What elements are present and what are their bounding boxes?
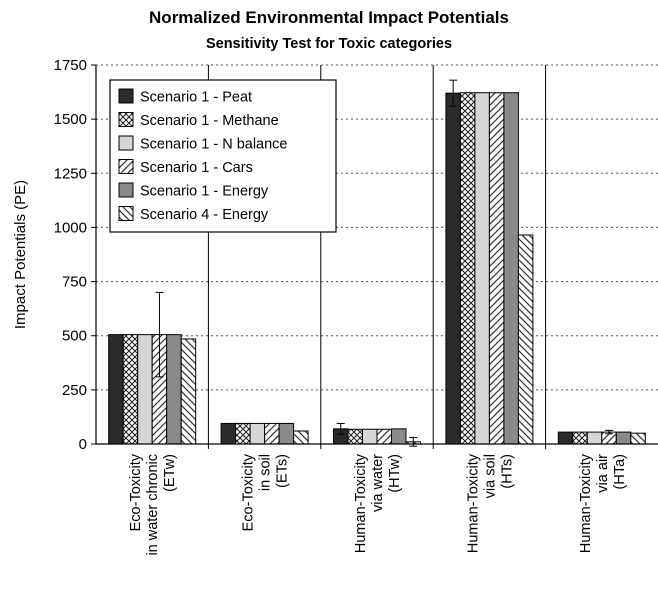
bar — [166, 334, 182, 445]
bar — [445, 92, 461, 445]
category-label: (ETw) — [162, 454, 178, 492]
bar — [137, 334, 153, 445]
y-tick-label: 1000 — [54, 219, 87, 236]
y-tick-label: 500 — [62, 328, 87, 345]
bar — [459, 92, 476, 445]
legend-label: Scenario 1 - Energy — [140, 184, 269, 200]
legend-swatch — [118, 112, 134, 127]
y-tick-label: 250 — [62, 382, 87, 399]
category-label: via air — [595, 454, 611, 493]
bar — [122, 334, 139, 445]
y-tick-label: 750 — [62, 274, 87, 291]
category-label: (HTw) — [387, 454, 403, 493]
bar — [488, 92, 505, 445]
legend-swatch — [118, 206, 134, 221]
bar — [347, 428, 363, 445]
category-label: (ETs) — [275, 454, 291, 488]
bar — [108, 334, 124, 445]
bar — [572, 431, 588, 445]
legend-label: Scenario 1 - Methane — [140, 113, 279, 129]
bar — [517, 234, 534, 445]
legend-swatch — [118, 159, 134, 174]
category-label: Eco-Toxicity — [241, 453, 257, 531]
category-label: via water — [370, 454, 386, 512]
category-label: (HTa) — [612, 454, 628, 489]
y-tick-label: 1250 — [54, 165, 87, 182]
category-label: in soil — [258, 454, 274, 491]
chart-title: Normalized Environmental Impact Potentia… — [149, 8, 509, 27]
category-label: (HTs) — [499, 454, 515, 489]
category-label: Eco-Toxicity — [128, 453, 144, 531]
legend-swatch — [118, 135, 134, 151]
legend-swatch — [118, 182, 134, 198]
category-label: Human-Toxicity — [353, 453, 369, 553]
bar — [557, 431, 574, 445]
legend-label: Scenario 1 - Cars — [140, 160, 253, 176]
category-label: in water chronic — [145, 454, 161, 556]
bar — [586, 431, 603, 445]
bar — [503, 92, 519, 445]
bar — [278, 422, 295, 445]
bar — [235, 422, 251, 445]
gridlines — [96, 64, 658, 391]
category-label: Human-Toxicity — [465, 453, 481, 553]
legend-label: Scenario 1 - Peat — [140, 90, 252, 106]
bar — [249, 422, 266, 445]
y-tick-label: 1500 — [54, 111, 87, 128]
legend-label: Scenario 4 - Energy — [140, 207, 269, 223]
y-tick-label: 0 — [79, 436, 87, 453]
bar — [220, 422, 237, 445]
bar — [264, 422, 280, 445]
category-label: Human-Toxicity — [578, 453, 594, 553]
bar — [180, 338, 197, 445]
bar — [362, 428, 378, 445]
legend: Scenario 1 - Peat Scenario 1 - Methane Sce… — [109, 79, 337, 233]
y-axis-label: Impact Potentials (PE) — [12, 180, 29, 329]
chart-subtitle: Sensitivity Test for Toxic categories — [205, 36, 453, 52]
bar — [293, 430, 309, 445]
legend-box — [109, 79, 337, 233]
y-tick-label: 1750 — [54, 57, 87, 74]
bar — [474, 92, 490, 445]
bar — [391, 428, 407, 445]
bar — [376, 428, 392, 445]
bar — [615, 431, 632, 445]
labels: 0 250 500 750 1000 1250 1500 1750 Impact Potenti… — [12, 57, 628, 556]
legend-label: Scenario 1 - N balance — [140, 137, 288, 153]
bar — [630, 432, 646, 445]
category-label: via soil — [482, 454, 498, 498]
legend-swatch — [118, 88, 134, 104]
axes — [91, 64, 658, 445]
